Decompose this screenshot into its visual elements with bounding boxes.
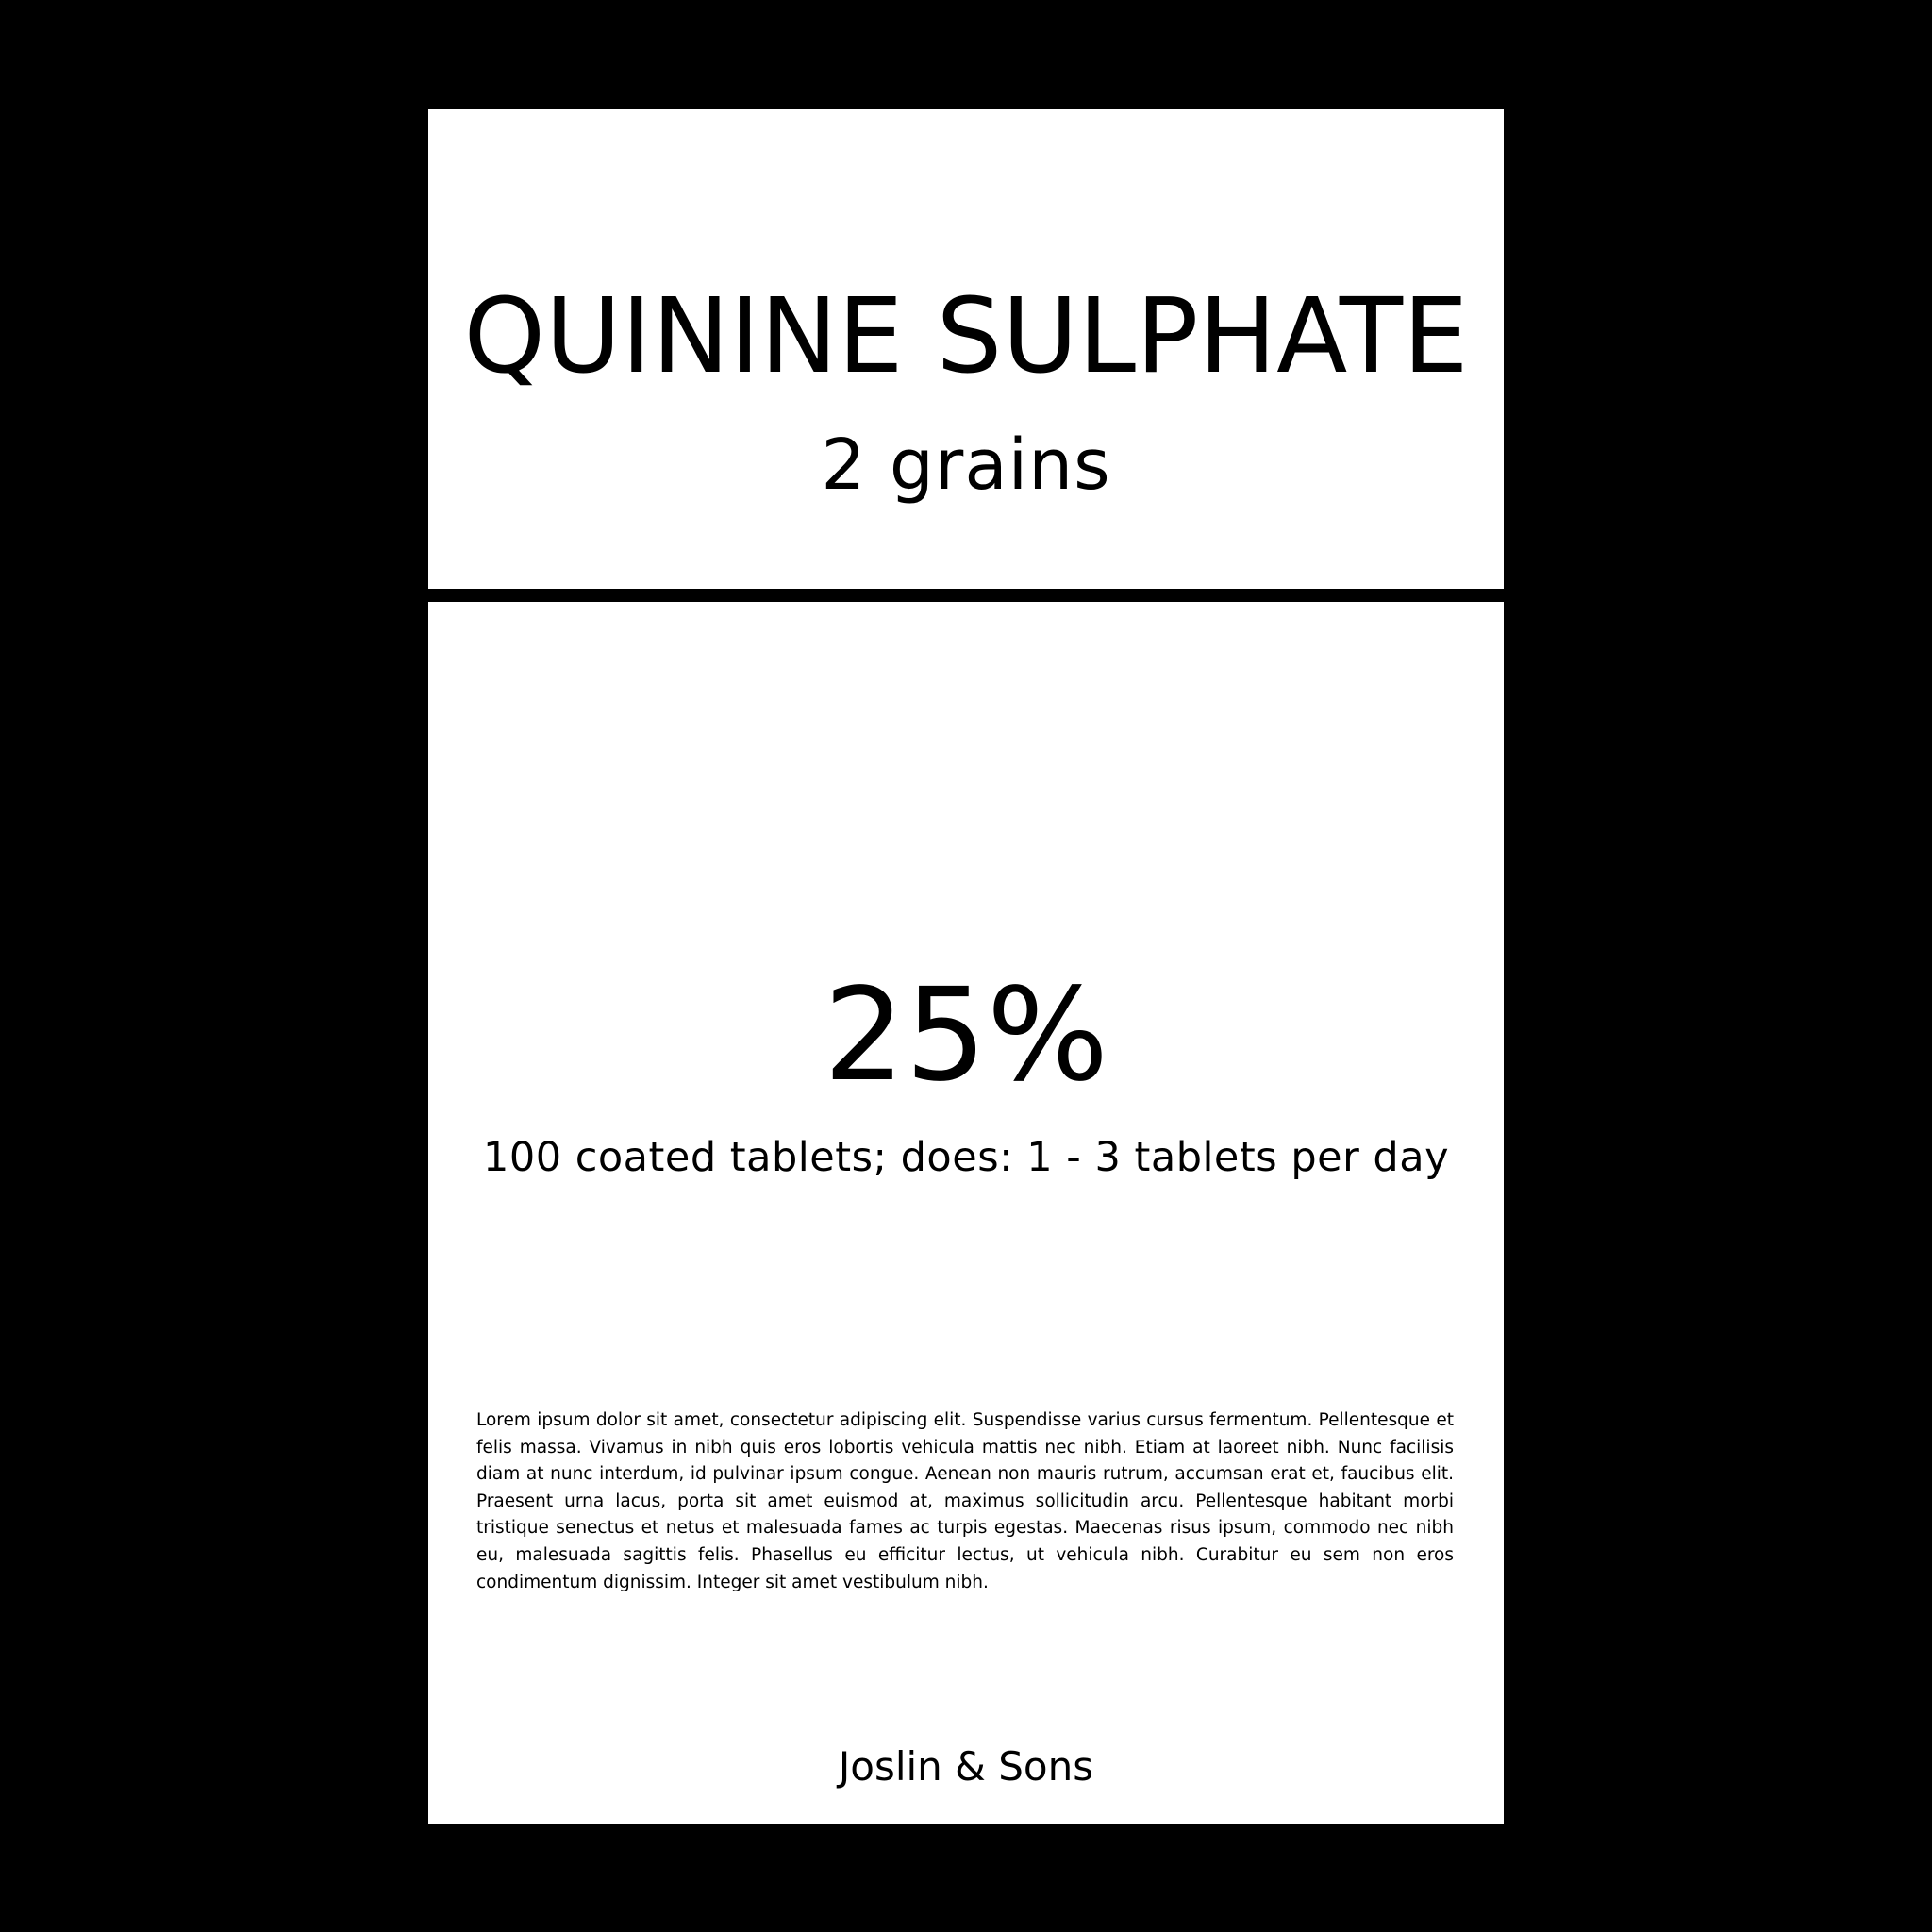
dosage-instructions: 100 coated tablets; does: 1 - 3 tablets …	[482, 1134, 1450, 1181]
description-text: Lorem ipsum dolor sit amet, consectetur …	[476, 1410, 1454, 1592]
concentration-percentage: 25%	[823, 961, 1109, 1110]
product-title: QUININE SULPHATE	[463, 275, 1469, 396]
label-body-panel: 25% 100 coated tablets; does: 1 - 3 tabl…	[428, 602, 1504, 1824]
label-header-panel: QUININE SULPHATE 2 grains	[428, 109, 1504, 589]
manufacturer-name: Joslin & Sons	[838, 1743, 1094, 1790]
product-strength: 2 grains	[821, 425, 1111, 506]
